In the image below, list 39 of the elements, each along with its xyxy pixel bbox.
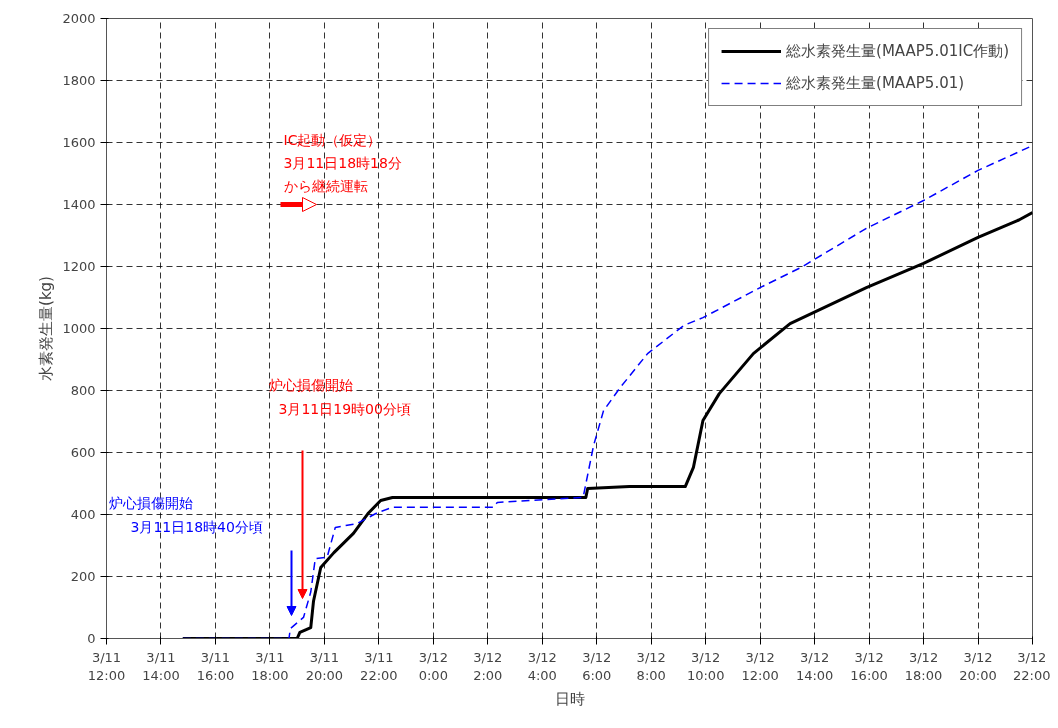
y-tick-label: 2000 xyxy=(62,11,96,26)
x-tick-label: 3/12 14:00 xyxy=(795,649,834,683)
y-tick-label: 600 xyxy=(70,445,96,460)
x-tick-label: 3/11 18:00 xyxy=(251,649,289,683)
annotation: から継続運転 xyxy=(283,177,368,194)
x-tick-label: 3/12 6:00 xyxy=(582,649,612,683)
x-tick-label: 3/12 12:00 xyxy=(741,649,779,683)
x-tick-label: 3/12 10:00 xyxy=(686,649,725,683)
y-axis-title: 水素発生量(kg) xyxy=(37,276,56,381)
x-tick-label: 3/12 8:00 xyxy=(636,649,666,683)
annotation: 3月11日18時18分 xyxy=(283,154,402,171)
annotation: 3月11日18時40分頃 xyxy=(130,518,263,535)
y-tick-label: 1600 xyxy=(62,135,96,150)
y-tick-label: 0 xyxy=(87,631,96,646)
y-tick-label: 1000 xyxy=(62,321,96,336)
x-tick-label: 3/12 22:00 xyxy=(1013,649,1051,683)
x-tick-label: 3/12 0:00 xyxy=(418,649,448,683)
x-tick-label: 3/11 12:00 xyxy=(87,649,126,683)
legend-label: 総水素発生量(MAAP5.01) xyxy=(786,73,965,93)
x-tick-label: 3/12 20:00 xyxy=(959,649,997,683)
y-tick-label: 1200 xyxy=(62,259,96,274)
annotation: 炉心損傷開始 xyxy=(268,376,353,393)
x-tick-label: 3/11 14:00 xyxy=(142,649,180,683)
y-tick-label: 200 xyxy=(70,569,96,584)
y-tick-label: 1800 xyxy=(62,73,96,88)
x-tick-label: 3/12 2:00 xyxy=(473,649,503,683)
x-tick-label: 3/12 18:00 xyxy=(904,649,943,683)
x-tick-label: 3/11 16:00 xyxy=(196,649,235,683)
x-tick-label: 3/12 16:00 xyxy=(850,649,888,683)
x-axis-title: 日時 xyxy=(554,689,585,708)
annotation: 3月11日19時00分頃 xyxy=(278,400,411,417)
annotation: 炉心損傷開始 xyxy=(108,494,193,511)
x-tick-label: 3/11 22:00 xyxy=(360,649,398,683)
legend-label: 総水素発生量(MAAP5.01IC作動) xyxy=(786,41,1009,61)
x-tick-label: 3/12 4:00 xyxy=(527,649,557,683)
y-tick-label: 800 xyxy=(70,383,96,398)
x-tick-label: 3/11 20:00 xyxy=(305,649,344,683)
y-tick-label: 400 xyxy=(70,507,96,522)
y-tick-label: 1400 xyxy=(62,197,96,212)
